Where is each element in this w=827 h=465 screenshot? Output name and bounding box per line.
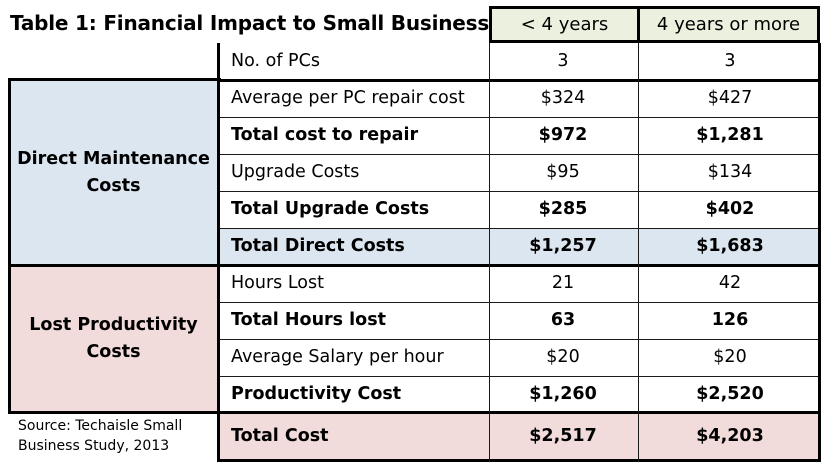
row-value-b: 126 [711, 310, 749, 330]
row-value-a: 3 [557, 51, 569, 71]
row-value-a: $95 [546, 162, 580, 182]
row-divider [219, 228, 820, 229]
row-value-b: 3 [724, 51, 736, 71]
row-value-b: $427 [707, 88, 753, 108]
row-value-b: $2,520 [696, 384, 764, 404]
group-top-border [8, 78, 221, 81]
row-divider-thick [219, 79, 820, 82]
row-value-b: $402 [705, 199, 755, 219]
row-label: No. of PCs [231, 51, 320, 71]
row-label: Total cost to repair [231, 125, 419, 145]
section-divider [8, 264, 820, 267]
row-label: Upgrade Costs [231, 162, 360, 182]
row-label-total-cost: Total Cost [231, 426, 329, 446]
row-label: Productivity Cost [231, 384, 402, 404]
column-divider [638, 43, 639, 462]
row-divider [219, 154, 820, 155]
row-value-b: $134 [707, 162, 753, 182]
table-left-border [8, 78, 11, 414]
table-title: Table 1: Financial Impact to Small Busin… [10, 11, 515, 35]
row-value-a: $20 [546, 347, 580, 367]
row-divider [219, 302, 820, 303]
row-value-a: 63 [550, 310, 576, 330]
row-label: Total Upgrade Costs [231, 199, 430, 219]
row-divider [219, 117, 820, 118]
row-label: Average per PC repair cost [231, 88, 465, 108]
row-value-b: $20 [713, 347, 747, 367]
row-value-a: $285 [538, 199, 588, 219]
group-label-lost: Lost Productivity Costs [29, 315, 198, 362]
column-header-under-4-years: < 4 years [489, 6, 640, 43]
row-divider [219, 191, 820, 192]
row-value-b-total-cost: $4,203 [696, 426, 764, 446]
row-value-a: $972 [538, 125, 588, 145]
row-value-a-total-cost: $2,517 [529, 426, 597, 446]
source-note: Source: Techaisle Small Business Study, … [18, 418, 183, 454]
row-divider [219, 339, 820, 340]
row-label: Total Direct Costs [231, 236, 405, 256]
row-value-b: $1,281 [696, 125, 764, 145]
group-lost-productivity-costs: Lost Productivity Costs [8, 265, 219, 413]
table-bottom-border [219, 459, 820, 462]
column-header-4-years-or-more: 4 years or more [637, 6, 820, 43]
total-cost-row-fill [219, 413, 820, 461]
group-label-direct: Direct Maintenance Costs [17, 148, 210, 196]
row-value-b: 42 [718, 273, 742, 293]
table-right-border [818, 43, 821, 462]
row-value-a: 21 [551, 273, 575, 293]
column-divider [489, 43, 490, 462]
row-label: Total Hours lost [231, 310, 386, 330]
label-column-border [217, 43, 220, 462]
row-divider [219, 376, 820, 377]
group-direct-maintenance-costs: Direct Maintenance Costs [8, 80, 219, 265]
row-value-a: $1,260 [529, 384, 597, 404]
row-value-a: $324 [540, 88, 586, 108]
row-value-a: $1,257 [529, 236, 597, 256]
total-direct-costs-row-fill [219, 228, 820, 265]
row-label: Average Salary per hour [231, 347, 444, 367]
section-divider [8, 411, 820, 414]
row-label: Hours Lost [231, 273, 324, 293]
row-value-b: $1,683 [696, 236, 764, 256]
